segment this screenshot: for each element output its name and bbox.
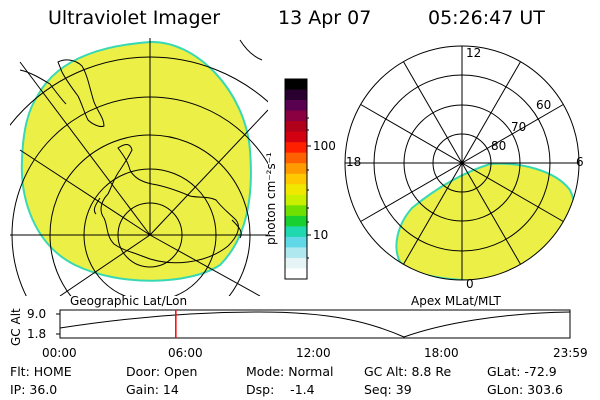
gc-altitude-curve <box>59 311 571 338</box>
mlt-label-18: 18 <box>346 155 362 169</box>
orbit-timeline <box>56 309 571 339</box>
colorbar-stripe <box>285 173 307 185</box>
mlt-label-0: 0 <box>466 277 474 291</box>
colorbar-frame <box>284 78 308 280</box>
colorbar-stripe <box>285 121 307 133</box>
left-panel-caption: Geographic Lat/Lon <box>70 294 188 308</box>
status-ip: IP: 36.0 <box>10 382 58 397</box>
status-flight: Flt: HOME <box>10 364 72 379</box>
mlt-label-12: 12 <box>466 46 482 60</box>
timeline-x-tick-1800: 18:00 <box>424 346 459 360</box>
status-seq: Seq: 39 <box>364 382 412 397</box>
colorbar-stripe <box>285 236 307 248</box>
mlt-meridians <box>345 46 579 280</box>
colorbar-ticks <box>307 117 311 259</box>
geographic-map <box>10 38 268 296</box>
status-glon: GLon: 303.6 <box>487 382 563 397</box>
timeline-x-tick-2359: 23:59 <box>553 346 588 360</box>
timeline-x-tick-0600: 06:00 <box>168 346 203 360</box>
colorbar-stripe <box>285 79 307 91</box>
status-door: Door: Open <box>126 364 198 379</box>
status-gc-alt: GC Alt: 8.8 Re <box>364 364 452 379</box>
magnetic-polar-map <box>344 45 580 281</box>
meridian-lines <box>10 38 268 296</box>
mlat-label-70: 70 <box>511 120 527 134</box>
timeline-y-label: GC Alt <box>9 308 23 346</box>
timeline-y-tick-min: 1.8 <box>27 327 47 341</box>
colorbar-stripe <box>285 194 307 206</box>
colorbar-stripe <box>285 257 307 269</box>
observation-time: 05:26:47 UT <box>428 7 545 29</box>
status-dsp: Dsp: -1.4 <box>246 382 315 397</box>
colorbar-unit-label: photon cm⁻²s⁻¹ <box>264 152 278 245</box>
coastline <box>19 39 263 264</box>
left-emission-region <box>20 40 252 282</box>
colorbar-stripe <box>285 142 307 154</box>
colorbar-stripe <box>285 226 307 238</box>
colorbar-stripe <box>285 100 307 112</box>
mlat-label-60: 60 <box>536 98 552 112</box>
timeline-x-tick-0000: 00:00 <box>42 346 77 360</box>
status-glat: GLat: -72.9 <box>487 364 557 379</box>
colorbar-stripe <box>285 131 307 143</box>
observation-date: 13 Apr 07 <box>278 7 372 29</box>
colorbar-stripe <box>285 89 307 101</box>
right-panel-caption: Apex MLat/MLT <box>411 294 501 308</box>
colorbar-tick-10: 10 <box>313 228 329 242</box>
colorbar <box>284 78 311 280</box>
colorbar-stripe <box>285 152 307 164</box>
colorbar-stripe <box>285 268 307 280</box>
colorbar-stripes <box>285 79 307 280</box>
colorbar-stripe <box>285 215 307 227</box>
status-gain: Gain: 14 <box>126 382 179 397</box>
mlt-label-6: 6 <box>576 155 584 169</box>
colorbar-stripe <box>285 205 307 217</box>
mlat-label-80: 80 <box>491 139 507 153</box>
timeline-ticks <box>56 313 60 335</box>
colorbar-stripe <box>285 163 307 175</box>
colorbar-stripe <box>285 110 307 122</box>
colorbar-stripe <box>285 247 307 259</box>
colorbar-stripe <box>285 184 307 196</box>
timeline-x-tick-1200: 12:00 <box>296 346 331 360</box>
instrument-title: Ultraviolet Imager <box>48 7 221 29</box>
colorbar-tick-100: 100 <box>313 139 336 153</box>
status-mode: Mode: Normal <box>246 364 334 379</box>
timeline-y-tick-max: 9.0 <box>27 307 47 321</box>
